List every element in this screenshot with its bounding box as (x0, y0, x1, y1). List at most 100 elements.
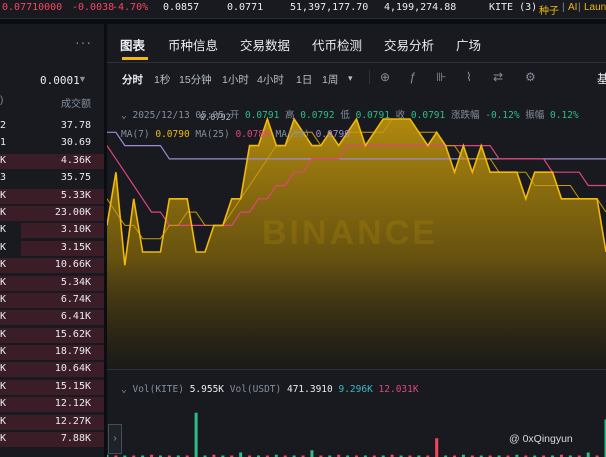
book-row[interactable]: K 5.34K (0, 275, 104, 292)
book-row[interactable]: K 5.33K (0, 188, 104, 205)
high-price-marker: 0.0792 (200, 113, 231, 123)
book-row[interactable]: K 3.15K (0, 240, 104, 257)
book-row-turnover: 15.15K (54, 380, 91, 392)
tab-token-check[interactable]: 代币检测 (312, 39, 363, 53)
book-row[interactable]: K 6.41K (0, 309, 104, 326)
collapse-chevron-icon[interactable]: ⌄ (121, 110, 127, 121)
volume-bar (568, 455, 572, 457)
book-row-turnover: 10.66K (54, 259, 91, 271)
book-row[interactable]: K 3.10K (0, 222, 104, 239)
volume-bar (319, 455, 323, 457)
tag-ai[interactable]: AI (568, 2, 578, 13)
ma25-line (107, 145, 606, 226)
book-row[interactable]: K 12.12K (0, 396, 104, 413)
chart-panel: 图表 币种信息 交易数据 代币检测 交易分析 广场 分时 1秒 15分钟 1小时… (107, 24, 606, 457)
volume-bar (363, 455, 367, 457)
volume-bar (488, 455, 492, 457)
tab-square[interactable]: 广场 (456, 39, 482, 53)
chart-tabs: 图表 币种信息 交易数据 代币检测 交易分析 广场 (107, 24, 606, 63)
chevron-down-icon[interactable]: ▼ (78, 74, 87, 84)
tag-separator: | (578, 2, 581, 13)
book-header-turnover: 成交额 (61, 99, 91, 110)
volume-bar (292, 455, 296, 457)
depth-bar (0, 379, 104, 395)
book-row[interactable]: 3 35.75 (0, 170, 104, 187)
timeframe-1s[interactable]: 1秒 (154, 74, 171, 86)
timeframe-more-icon[interactable]: ▾ (348, 73, 353, 83)
drawing-icon[interactable]: ⌇ (466, 70, 472, 84)
more-icon[interactable]: ··· (75, 34, 92, 50)
tag-seed[interactable]: 种子 (539, 6, 559, 17)
volume-bar (114, 455, 118, 457)
book-row-left: K (0, 276, 7, 288)
book-row[interactable]: K 10.66K (0, 257, 104, 274)
precision-select[interactable]: 0.0001 (40, 74, 80, 87)
settings-icon[interactable]: ⚙ (525, 70, 536, 84)
symbol-tag[interactable]: KITE (3) (489, 2, 538, 13)
timeframe-4h[interactable]: 4小时 (257, 74, 284, 86)
volume-bar (248, 455, 252, 457)
timeframe-timeshare[interactable]: 分时 (122, 74, 143, 86)
collapse-chevron-icon[interactable]: ⌄ (121, 384, 127, 395)
tab-coin-info[interactable]: 币种信息 (168, 39, 219, 53)
volume-bar (524, 455, 528, 457)
book-row[interactable]: K 6.74K (0, 292, 104, 309)
book-row-left: 3 (0, 172, 7, 184)
close-value: 0.0791 (410, 110, 446, 121)
tab-trading-data[interactable]: 交易数据 (240, 39, 291, 53)
close-label: 收 (395, 110, 406, 121)
book-row[interactable]: K 7.88K (0, 431, 104, 448)
book-row[interactable]: 1 30.69 (0, 135, 104, 152)
tag-launch[interactable]: Laun (584, 2, 606, 13)
timeframe-1w[interactable]: 1周 (322, 74, 339, 86)
volume-bar (577, 455, 581, 457)
book-row[interactable]: K 18.79K (0, 344, 104, 361)
book-row[interactable]: K 15.62K (0, 327, 104, 344)
vol-base-label: Vol(KITE) (132, 384, 184, 395)
volume-bar (212, 454, 216, 457)
price-line (107, 116, 606, 266)
book-row-turnover: 10.64K (54, 363, 91, 375)
price-area (107, 119, 606, 369)
ma25-value: 0.0789 (235, 129, 270, 140)
change-label: 涨跌幅 (450, 110, 480, 121)
tab-trade-analysis[interactable]: 交易分析 (384, 39, 435, 53)
volume-bar (185, 455, 189, 457)
price-chart[interactable] (107, 24, 606, 457)
tab-chart[interactable]: 图表 (120, 39, 146, 53)
book-row-left: K (0, 398, 7, 410)
depth-bar (0, 188, 104, 204)
volume-bar (586, 452, 590, 457)
book-row-turnover: 6.74K (60, 293, 91, 305)
book-row-turnover: 15.62K (54, 328, 91, 340)
scroll-handle[interactable]: › (108, 424, 122, 454)
book-row[interactable]: K 15.15K (0, 379, 104, 396)
book-row[interactable]: K 23.00K (0, 205, 104, 222)
book-row[interactable]: K 12.27K (0, 414, 104, 431)
toolbar-divider (369, 70, 370, 84)
book-row-left: K (0, 433, 7, 445)
volume-bar (417, 455, 421, 457)
book-row[interactable]: K 10.64K (0, 361, 104, 378)
volume-bar (310, 450, 314, 457)
timeframe-1h[interactable]: 1小时 (222, 74, 249, 86)
book-row[interactable]: K 4.36K (0, 153, 104, 170)
low-label: 低 (340, 110, 350, 121)
crosshair-icon[interactable]: ⊕ (380, 70, 391, 84)
timeframe-1d[interactable]: 1日 (296, 74, 313, 86)
book-row-left: K (0, 206, 7, 218)
candle-datetime: 2025/12/13 05:05 (132, 110, 224, 121)
book-row[interactable]: 2 37.78 (0, 118, 104, 135)
chart-style-basic[interactable]: 基 (597, 72, 606, 86)
ma99-value: 0.0790 (315, 129, 350, 140)
indicator-icon[interactable]: ƒ (409, 70, 416, 84)
compare-icon[interactable]: ⇄ (493, 70, 504, 84)
volume-bar (497, 455, 501, 457)
depth-bar (0, 275, 104, 291)
volume-bar (158, 455, 162, 457)
book-row-turnover: 6.41K (60, 311, 91, 323)
bars-icon[interactable]: ⊪ (436, 70, 447, 84)
timeframe-15m[interactable]: 15分钟 (179, 74, 212, 86)
depth-bar (0, 205, 104, 221)
ma-legend: MA(7) 0.0790 MA(25) 0.0789 MA(99) 0.0790 (121, 129, 350, 140)
